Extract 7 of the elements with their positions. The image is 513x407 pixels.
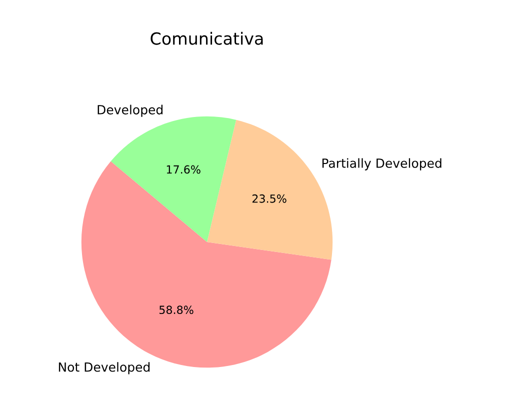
slice-label: Partially Developed bbox=[322, 158, 442, 170]
data-label: 58.8% bbox=[159, 306, 194, 314]
slice-label: Developed bbox=[98, 104, 163, 117]
data-label: 17.6% bbox=[166, 165, 200, 174]
chart-title: Comunicativa bbox=[150, 32, 263, 45]
slice-label: Not Developed bbox=[58, 362, 150, 374]
data-label: 23.5% bbox=[252, 194, 286, 203]
